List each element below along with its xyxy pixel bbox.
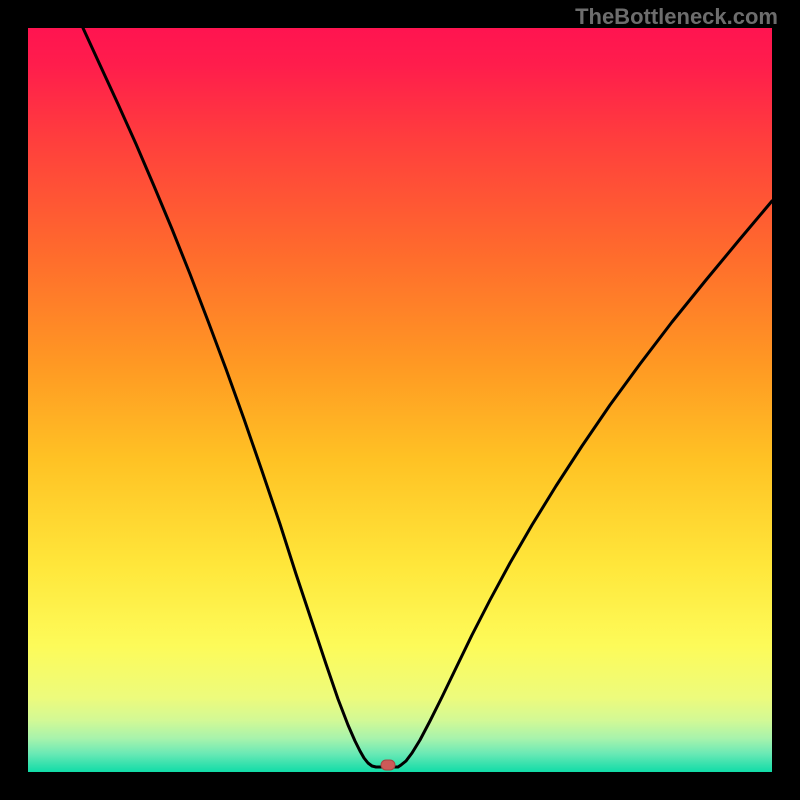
watermark-text: TheBottleneck.com: [575, 4, 778, 30]
outer-frame: TheBottleneck.com: [0, 0, 800, 800]
plot-area: [28, 28, 772, 772]
minimum-marker: [381, 760, 395, 770]
gradient-background: [28, 28, 772, 772]
chart-svg: [28, 28, 772, 772]
